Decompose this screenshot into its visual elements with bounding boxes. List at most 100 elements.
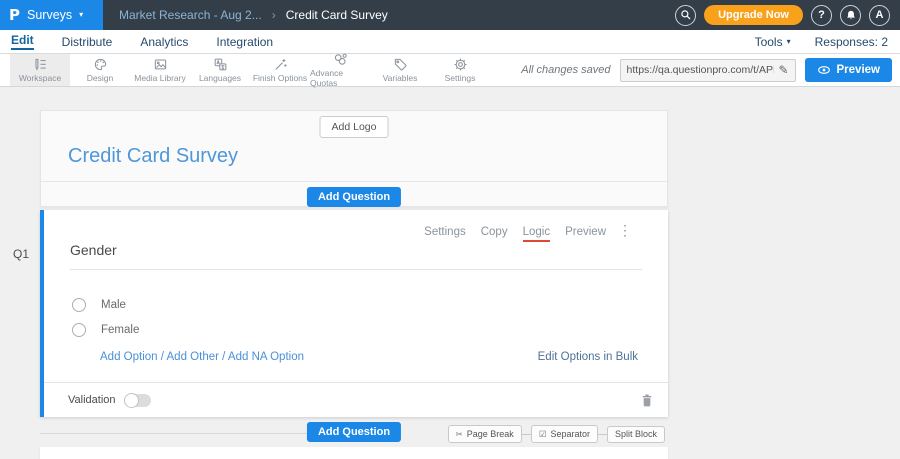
bell-icon: [845, 9, 857, 22]
question-preview-link[interactable]: Preview: [565, 226, 606, 238]
save-status: All changes saved: [521, 64, 611, 76]
block-footer-row: Add Question ✂ Page Break ☑ Separator Sp…: [40, 422, 668, 444]
tab-distribute[interactable]: Distribute: [61, 34, 113, 49]
separator-icon: ☑: [538, 428, 547, 439]
split-block-button[interactable]: Split Block: [606, 425, 665, 443]
tab-analytics[interactable]: Analytics: [140, 34, 189, 49]
radio-button-male[interactable]: [72, 298, 86, 312]
breadcrumb-parent-link[interactable]: Market Research - Aug 2...: [119, 8, 262, 22]
scissors-icon: ✂: [455, 428, 463, 439]
avatar[interactable]: A: [869, 4, 890, 26]
toolbar-item-advance-quotas[interactable]: Advance Quotas: [310, 52, 370, 88]
separator-button[interactable]: ☑ Separator: [530, 425, 598, 443]
question-number: Q1: [13, 247, 30, 261]
link-separator: /: [160, 351, 164, 363]
tab-integration[interactable]: Integration: [216, 34, 274, 49]
topbar: P Surveys ▾ Market Research - Aug 2... ›…: [0, 0, 900, 30]
survey-nav: Edit Distribute Analytics Integration To…: [0, 30, 900, 54]
preview-label: Preview: [836, 64, 880, 76]
tools-menu[interactable]: Tools ▾: [755, 35, 791, 49]
page-break-button[interactable]: ✂ Page Break: [447, 425, 522, 443]
divider: [521, 433, 531, 435]
question-copy-link[interactable]: Copy: [480, 226, 508, 238]
magic-wand-icon: [273, 57, 288, 72]
add-logo-button[interactable]: Add Logo: [319, 116, 389, 138]
avatar-initial: A: [875, 9, 884, 21]
validation-label: Validation: [68, 394, 116, 406]
preview-button[interactable]: Preview: [804, 58, 892, 82]
question-menu: Settings Copy Logic Preview: [424, 226, 606, 242]
help-button[interactable]: ?: [811, 4, 832, 26]
tab-edit[interactable]: Edit: [11, 30, 34, 54]
block-tools: ✂ Page Break ☑ Separator Split Block: [447, 425, 665, 443]
quota-links-icon: [333, 52, 348, 67]
add-other-link[interactable]: Add Other: [166, 351, 219, 363]
delete-question-button[interactable]: [640, 393, 654, 408]
edit-options-in-bulk-link[interactable]: Edit Options in Bulk: [537, 351, 638, 363]
validation-toggle[interactable]: [123, 392, 151, 408]
separator-label: Separator: [550, 429, 590, 439]
toolbar-label: Settings: [444, 73, 476, 83]
divider: [41, 181, 667, 182]
edit-url-icon[interactable]: ✎: [778, 63, 789, 77]
translate-icon: [213, 57, 228, 72]
nav-right: Tools ▾ Responses: 2: [755, 35, 900, 49]
split-block-label: Split Block: [614, 429, 657, 439]
toggle-knob: [123, 392, 139, 408]
option-row-male: Male: [72, 298, 126, 312]
question-title-input[interactable]: Gender: [70, 242, 642, 270]
topbar-actions: Upgrade Now ? A: [675, 4, 900, 26]
toolbar-label: Variables: [382, 73, 418, 83]
breadcrumb-current: Credit Card Survey: [285, 8, 388, 22]
add-question-button-top[interactable]: Add Question: [306, 187, 402, 207]
add-na-option-link[interactable]: Add NA Option: [227, 351, 304, 363]
survey-url-field[interactable]: https://qa.questionpro.com/t/APNrFZgQ ✎: [619, 58, 796, 82]
toolbar-item-variables[interactable]: Variables: [370, 54, 430, 86]
surveys-app-menu[interactable]: P Surveys ▾: [0, 0, 103, 30]
question-settings-link[interactable]: Settings: [424, 226, 466, 238]
toolbar-right: All changes saved https://qa.questionpro…: [521, 54, 900, 86]
survey-url-text[interactable]: https://qa.questionpro.com/t/APNrFZgQ: [626, 64, 775, 76]
notifications-button[interactable]: [840, 4, 861, 26]
toolbar-label: Languages: [198, 73, 242, 83]
app-menu-label: Surveys: [27, 8, 73, 22]
question-card: Settings Copy Logic Preview ⋮ Gender Mal…: [40, 210, 668, 417]
editor-toolbar: Workspace Design Media Library Languages…: [0, 52, 900, 88]
toolbar-item-media-library[interactable]: Media Library: [130, 54, 190, 86]
toolbar-label: Media Library: [134, 73, 186, 83]
add-option-link[interactable]: Add Option: [100, 351, 158, 363]
survey-title[interactable]: Credit Card Survey: [68, 145, 239, 167]
page-break-label: Page Break: [466, 429, 514, 439]
radio-button-female[interactable]: [72, 323, 86, 337]
toolbar-item-workspace[interactable]: Workspace: [10, 54, 70, 86]
responses-count[interactable]: Responses: 2: [814, 34, 888, 49]
link-separator: /: [222, 351, 226, 363]
upgrade-now-button[interactable]: Upgrade Now: [704, 5, 803, 25]
toolbar-item-finish-options[interactable]: Finish Options: [250, 54, 310, 86]
add-question-button-bottom[interactable]: Add Question: [306, 422, 402, 442]
toolbar-item-settings[interactable]: Settings: [430, 54, 490, 86]
next-block-card: [40, 447, 668, 459]
search-button[interactable]: [675, 4, 697, 26]
image-icon: [153, 57, 168, 72]
option-label[interactable]: Female: [101, 324, 140, 336]
toolbar-item-languages[interactable]: Languages: [190, 54, 250, 86]
palette-icon: [93, 57, 108, 72]
option-actions: Add Option / Add Other / Add NA Option: [100, 351, 304, 363]
tag-icon: [393, 57, 408, 72]
option-label[interactable]: Male: [101, 299, 126, 311]
toolbar-label: Design: [86, 73, 114, 83]
breadcrumb-separator-icon: ›: [271, 8, 276, 22]
toolbar-item-design[interactable]: Design: [70, 54, 130, 86]
chevron-down-icon: ▾: [79, 10, 84, 19]
workspace-icon: [33, 57, 48, 72]
question-logic-link[interactable]: Logic: [522, 226, 551, 242]
questionpro-logo-icon: P: [9, 6, 20, 24]
kebab-menu-icon[interactable]: ⋮: [618, 222, 632, 238]
survey-header-card: Add Logo Credit Card Survey Add Question: [40, 110, 668, 207]
divider: [597, 433, 607, 435]
toolbar-label: Advance Quotas: [310, 68, 344, 88]
breadcrumb: Market Research - Aug 2... › Credit Card…: [119, 8, 388, 22]
gear-icon: [453, 57, 468, 72]
option-row-female: Female: [72, 323, 139, 337]
